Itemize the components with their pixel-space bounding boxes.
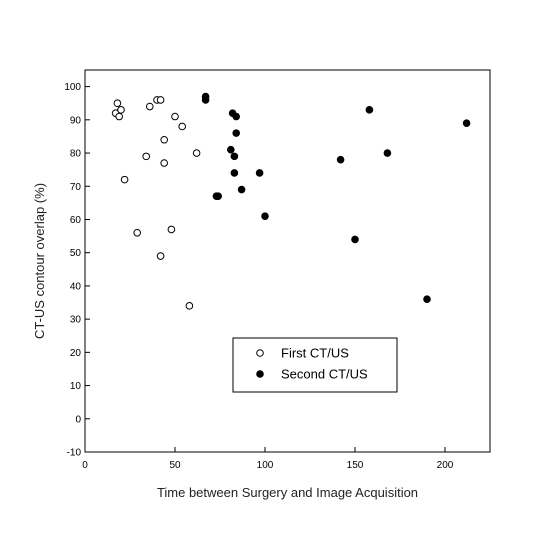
y-tick-label: 90: [70, 115, 82, 126]
y-axis-title: CT-US contour overlap (%): [32, 183, 47, 339]
y-tick-label: -10: [67, 448, 82, 459]
first-ct-us-point: [120, 175, 129, 184]
data-points: [111, 92, 471, 310]
y-tick-label: 70: [70, 182, 82, 193]
y-tick-label: 40: [70, 281, 82, 292]
x-tick-label: 150: [347, 460, 364, 471]
second-ct-us-point: [336, 155, 345, 164]
first-ct-us-point: [185, 302, 194, 310]
y-tick-label: 80: [70, 149, 82, 160]
legend-marker: [256, 370, 264, 378]
y-tick-label: 30: [70, 315, 82, 326]
second-ct-us-point: [423, 295, 431, 304]
y-tick-label: 20: [70, 348, 82, 359]
plot-area-frame: [84, 69, 491, 453]
second-ct-us-point: [227, 145, 235, 154]
first-ct-us-point: [160, 135, 168, 144]
first-ct-us-point: [178, 122, 186, 131]
x-axis-title: Time between Surgery and Image Acquisiti…: [157, 485, 418, 500]
first-ct-us-point: [113, 99, 122, 108]
second-ct-us-point: [232, 112, 240, 121]
second-ct-us-point: [365, 106, 374, 114]
legend: First CT/US Second CT/US: [232, 337, 398, 393]
first-ct-us-point: [133, 228, 141, 237]
x-tick-label: 200: [437, 460, 454, 471]
x-axis-ticks: 0 50 100 150 200: [82, 447, 454, 471]
first-ct-us-point: [142, 152, 150, 161]
y-tick-label: 50: [70, 248, 82, 259]
second-ct-us-point: [230, 169, 239, 177]
second-ct-us-point: [232, 129, 240, 137]
second-ct-us-point: [214, 192, 222, 201]
second-ct-us-point: [230, 152, 239, 161]
first-ct-us-point: [160, 159, 168, 167]
second-ct-us-point: [237, 185, 246, 194]
first-ct-us-point: [167, 225, 176, 234]
y-axis-ticks: -10 0 10 20 30 40 50 60 70 80 90 100: [64, 82, 90, 459]
x-tick-label: 0: [82, 460, 88, 471]
first-ct-us-point: [192, 149, 201, 157]
first-ct-us-point: [117, 106, 125, 114]
y-tick-label: 60: [70, 215, 82, 226]
second-ct-us-point: [383, 149, 392, 157]
x-tick-label: 50: [169, 460, 181, 471]
second-ct-us-point: [351, 235, 359, 244]
first-ct-us-point: [146, 102, 154, 111]
second-ct-us-point: [462, 119, 471, 127]
y-tick-label: 100: [64, 82, 81, 93]
first-ct-us-point: [171, 112, 179, 121]
legend-label: Second CT/US: [281, 367, 368, 382]
second-ct-us-point: [201, 92, 210, 101]
y-tick-label: 0: [75, 414, 81, 425]
first-ct-us-point: [115, 112, 123, 121]
second-ct-us-point: [255, 169, 264, 177]
legend-label: First CT/US: [281, 346, 349, 361]
legend-marker: [256, 349, 264, 357]
second-ct-us-point: [261, 212, 269, 220]
y-tick-label: 10: [70, 381, 82, 392]
first-ct-us-point: [156, 252, 165, 260]
legend-box: [232, 337, 398, 393]
x-tick-label: 100: [257, 460, 274, 471]
first-ct-us-point: [156, 96, 165, 104]
